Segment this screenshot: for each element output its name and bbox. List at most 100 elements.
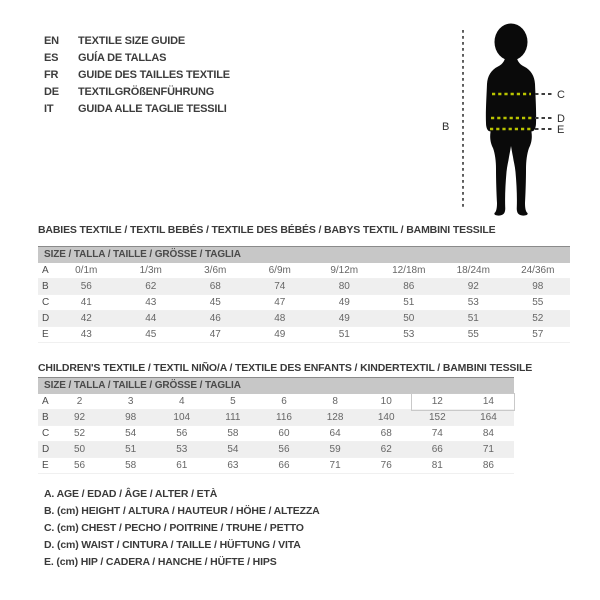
size-value-cell: 116: [276, 412, 292, 423]
size-table-row-B: B 56 62 68 74 80 86 92 98: [38, 279, 570, 295]
lang-code: FR: [44, 69, 59, 81]
row-letter-label: B: [42, 412, 49, 423]
legend-hip: E. (cm) HIP / CADERA / HANCHE / HÜFTE / …: [44, 556, 277, 568]
legend-waist: D. (cm) WAIST / CINTURA / TAILLE / HÜFTU…: [44, 539, 301, 551]
size-value-cell: 47: [274, 297, 286, 308]
size-value-cell: 61: [176, 460, 188, 471]
size-value-cell: 60: [278, 428, 290, 439]
size-table-row-D: D 50 51 53 54 56 59 62 66 71: [38, 442, 514, 458]
row-letter-label: E: [42, 460, 49, 471]
size-value-cell: 12: [431, 396, 443, 407]
row-letter-label: B: [42, 281, 49, 292]
size-value-cell: 50: [73, 444, 86, 455]
size-value-cell: 47: [209, 329, 221, 340]
row-letter-label: D: [42, 444, 50, 455]
measurement-legend: A. AGE / EDAD / ÂGE / ALTER / ETÀ B. (cm…: [44, 486, 320, 571]
size-value-cell: 68: [380, 428, 392, 439]
size-table-row-D: D 42 44 46 48 49 50 51 52: [38, 311, 570, 327]
row-letter-label: D: [42, 313, 50, 324]
size-value-cell: 68: [209, 281, 221, 292]
size-value-cell: 45: [145, 329, 157, 340]
size-value-cell: 164: [480, 412, 497, 423]
lang-title: TEXTILGRÖßENFÜHRUNG: [78, 86, 215, 98]
size-value-cell: 42: [80, 313, 92, 324]
lang-title: GUIDE DES TAILLES TEXTILE: [78, 69, 230, 81]
row-letter-label: A: [42, 396, 49, 407]
hip-label: E: [557, 124, 564, 136]
size-table-row-E: E 56 58 61 63 66 71 76 81 86: [38, 458, 514, 474]
size-value-cell: 6: [281, 396, 287, 407]
size-value-cell: 45: [209, 297, 221, 308]
size-value-cell: 66: [278, 460, 290, 471]
size-value-cell: 12/18m: [392, 265, 426, 276]
size-value-cell: 98: [125, 412, 137, 423]
size-value-cell: 49: [338, 297, 350, 308]
legend-age: A. AGE / EDAD / ÂGE / ALTER / ETÀ: [44, 488, 218, 500]
size-value-cell: 3/6m: [204, 265, 227, 276]
size-value-cell: 86: [482, 460, 494, 471]
size-value-cell: 53: [403, 329, 415, 340]
chest-label: C: [557, 89, 565, 101]
size-table-row-B: B 92 98 104 111 116 128 140 152 164: [38, 410, 514, 426]
size-value-cell: 2: [76, 396, 83, 407]
size-table-row-A: A 0/1m 1/3m 3/6m 6/9m 9/12m 12/18m 18/24m 24/36m: [38, 263, 570, 279]
size-value-cell: 76: [380, 460, 392, 471]
size-value-cell: 111: [225, 412, 241, 423]
lang-row-fr: FR GUIDE DES TAILLES TEXTILE: [44, 67, 230, 84]
child-body: [485, 53, 537, 216]
size-value-cell: 1/3m: [139, 265, 162, 276]
size-value-cell: 43: [80, 329, 92, 340]
size-value-cell: 51: [403, 297, 415, 308]
lang-title: GUIDA ALLE TAGLIE TESSILI: [78, 103, 227, 115]
size-value-cell: 74: [431, 428, 443, 439]
lang-row-en: EN TEXTILE SIZE GUIDE: [44, 33, 230, 50]
lang-code: EN: [44, 35, 59, 47]
size-value-cell: 8: [332, 396, 338, 407]
size-value-cell: 51: [125, 444, 137, 455]
lang-row-it: IT GUIDA ALLE TAGLIE TESSILI: [44, 101, 230, 118]
size-value-cell: 54: [125, 428, 137, 439]
size-value-cell: 49: [274, 329, 286, 340]
size-value-cell: 92: [73, 412, 86, 423]
size-value-cell: 55: [532, 297, 544, 308]
size-value-cell: 71: [482, 444, 494, 455]
height-label: B: [442, 121, 449, 133]
size-value-cell: 140: [377, 412, 395, 423]
size-value-cell: 58: [125, 460, 137, 471]
size-value-cell: 6/9m: [268, 265, 291, 276]
size-value-cell: 48: [274, 313, 286, 324]
size-value-cell: 59: [329, 444, 341, 455]
children-section-title: CHILDREN'S TEXTILE / TEXTIL NIÑO/A / TEX…: [38, 362, 533, 374]
row-letter-label: A: [42, 265, 49, 276]
size-value-cell: 18/24m: [456, 265, 490, 276]
size-table-row-A: A 2 3 4 5 6 8 10 12 14: [38, 394, 514, 410]
language-title-list: EN TEXTILE SIZE GUIDE ES GUÍA DE TALLAS …: [44, 33, 230, 118]
size-value-cell: 14: [482, 396, 494, 407]
size-value-cell: 41: [80, 297, 92, 308]
size-value-cell: 92: [467, 281, 479, 292]
waist-label: D: [557, 113, 565, 125]
measurement-figure: B C D E: [440, 22, 590, 222]
size-value-cell: 81: [431, 460, 443, 471]
size-value-cell: 66: [431, 444, 443, 455]
size-value-cell: 56: [278, 444, 290, 455]
size-value-cell: 80: [338, 281, 350, 292]
size-value-cell: 0/1m: [75, 265, 98, 276]
size-value-cell: 3: [127, 396, 134, 407]
babies-section-title: BABIES TEXTILE / TEXTIL BEBÉS / TEXTILE …: [38, 224, 496, 236]
size-value-cell: 104: [173, 412, 191, 423]
size-value-cell: 54: [227, 444, 239, 455]
lang-code: ES: [44, 52, 59, 64]
size-value-cell: 46: [209, 313, 221, 324]
row-letter-label: C: [42, 297, 50, 308]
size-table-row-C: C 52 54 56 58 60 64 68 74 84: [38, 426, 514, 442]
size-value-cell: 98: [532, 281, 544, 292]
size-table-row-C: C 41 43 45 47 49 51 53 55: [38, 295, 570, 311]
size-table-row-E: E 43 45 47 49 51 53 55 57: [38, 327, 570, 343]
legend-chest: C. (cm) CHEST / PECHO / POITRINE / TRUHE…: [44, 522, 304, 534]
size-value-cell: 152: [428, 412, 446, 423]
size-value-cell: 63: [227, 460, 239, 471]
row-letter-label: E: [42, 329, 49, 340]
size-value-cell: 128: [326, 412, 344, 423]
